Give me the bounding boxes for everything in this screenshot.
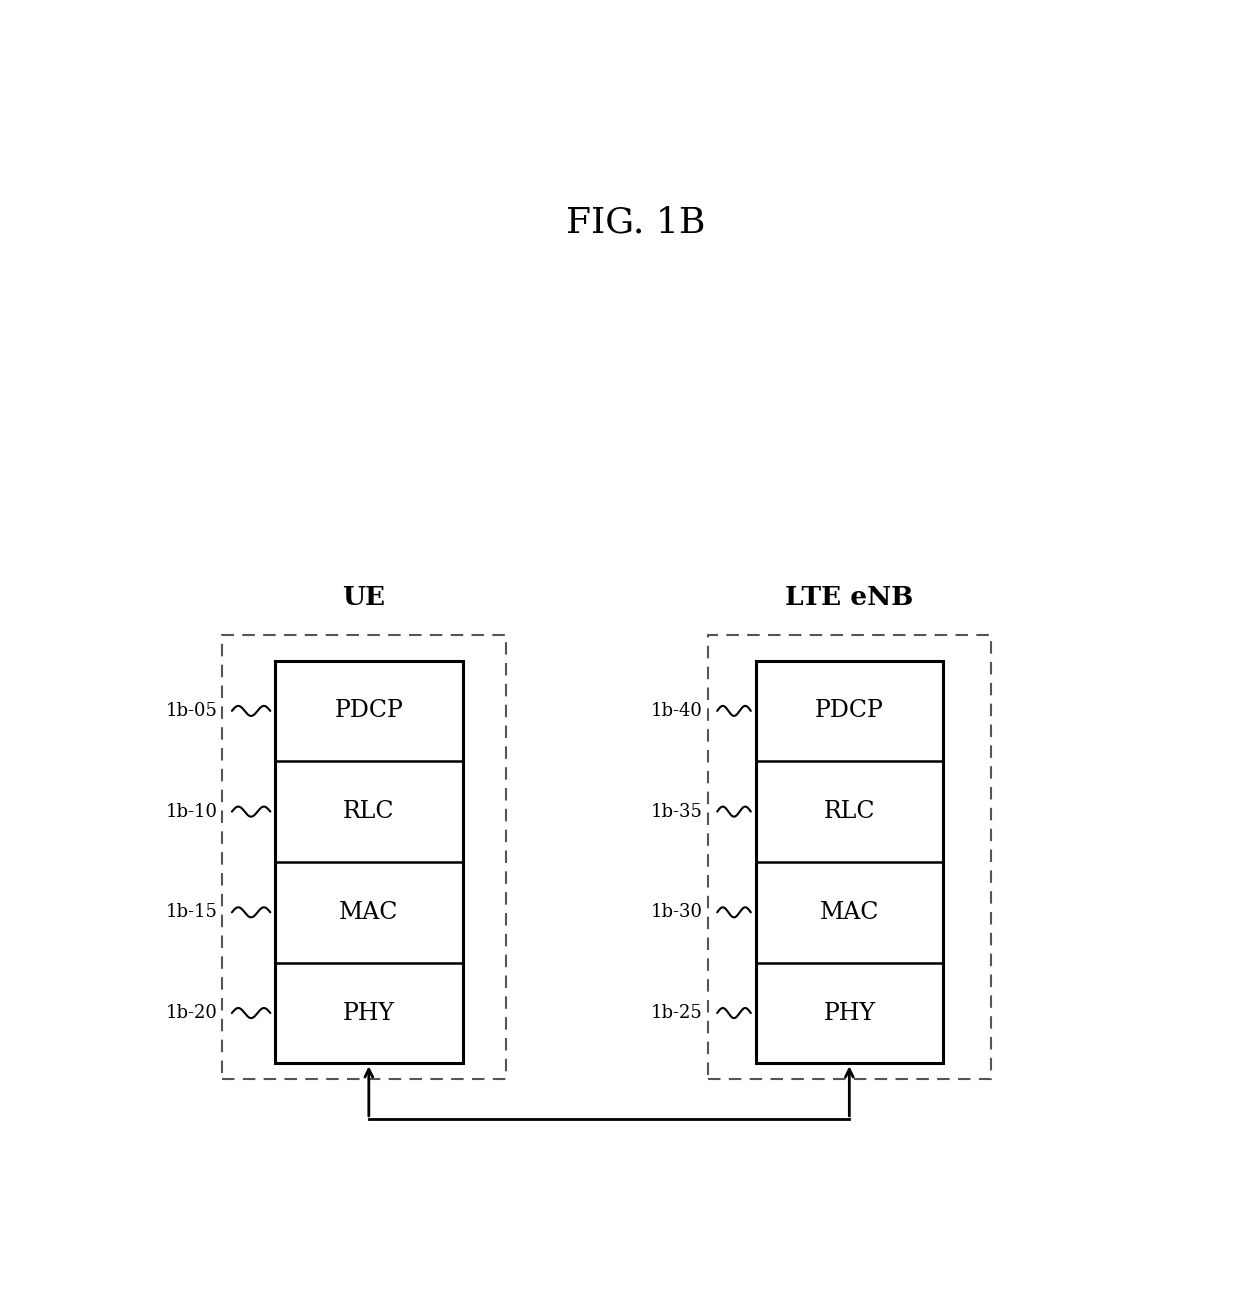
Text: 1b-40: 1b-40	[651, 702, 703, 719]
Text: 1b-05: 1b-05	[166, 702, 217, 719]
Bar	[755, 661, 944, 1063]
Text: FIG. 1B: FIG. 1B	[565, 205, 706, 239]
Bar	[275, 661, 463, 1063]
Text: MAC: MAC	[339, 901, 398, 923]
Text: LTE eNB: LTE eNB	[785, 585, 914, 610]
Text: PDCP: PDCP	[815, 700, 884, 722]
Text: PHY: PHY	[342, 1002, 394, 1024]
Text: 1b-35: 1b-35	[651, 803, 703, 820]
Text: UE: UE	[342, 585, 386, 610]
Bar	[708, 636, 991, 1079]
Text: RLC: RLC	[343, 800, 394, 823]
Text: 1b-10: 1b-10	[165, 803, 217, 820]
Text: PHY: PHY	[823, 1002, 875, 1024]
Bar	[222, 636, 506, 1079]
Text: 1b-15: 1b-15	[166, 904, 217, 921]
Text: PDCP: PDCP	[335, 700, 403, 722]
Text: 1b-20: 1b-20	[166, 1005, 217, 1022]
Text: 1b-25: 1b-25	[651, 1005, 703, 1022]
Text: MAC: MAC	[820, 901, 879, 923]
Text: RLC: RLC	[823, 800, 875, 823]
Text: 1b-30: 1b-30	[651, 904, 703, 921]
